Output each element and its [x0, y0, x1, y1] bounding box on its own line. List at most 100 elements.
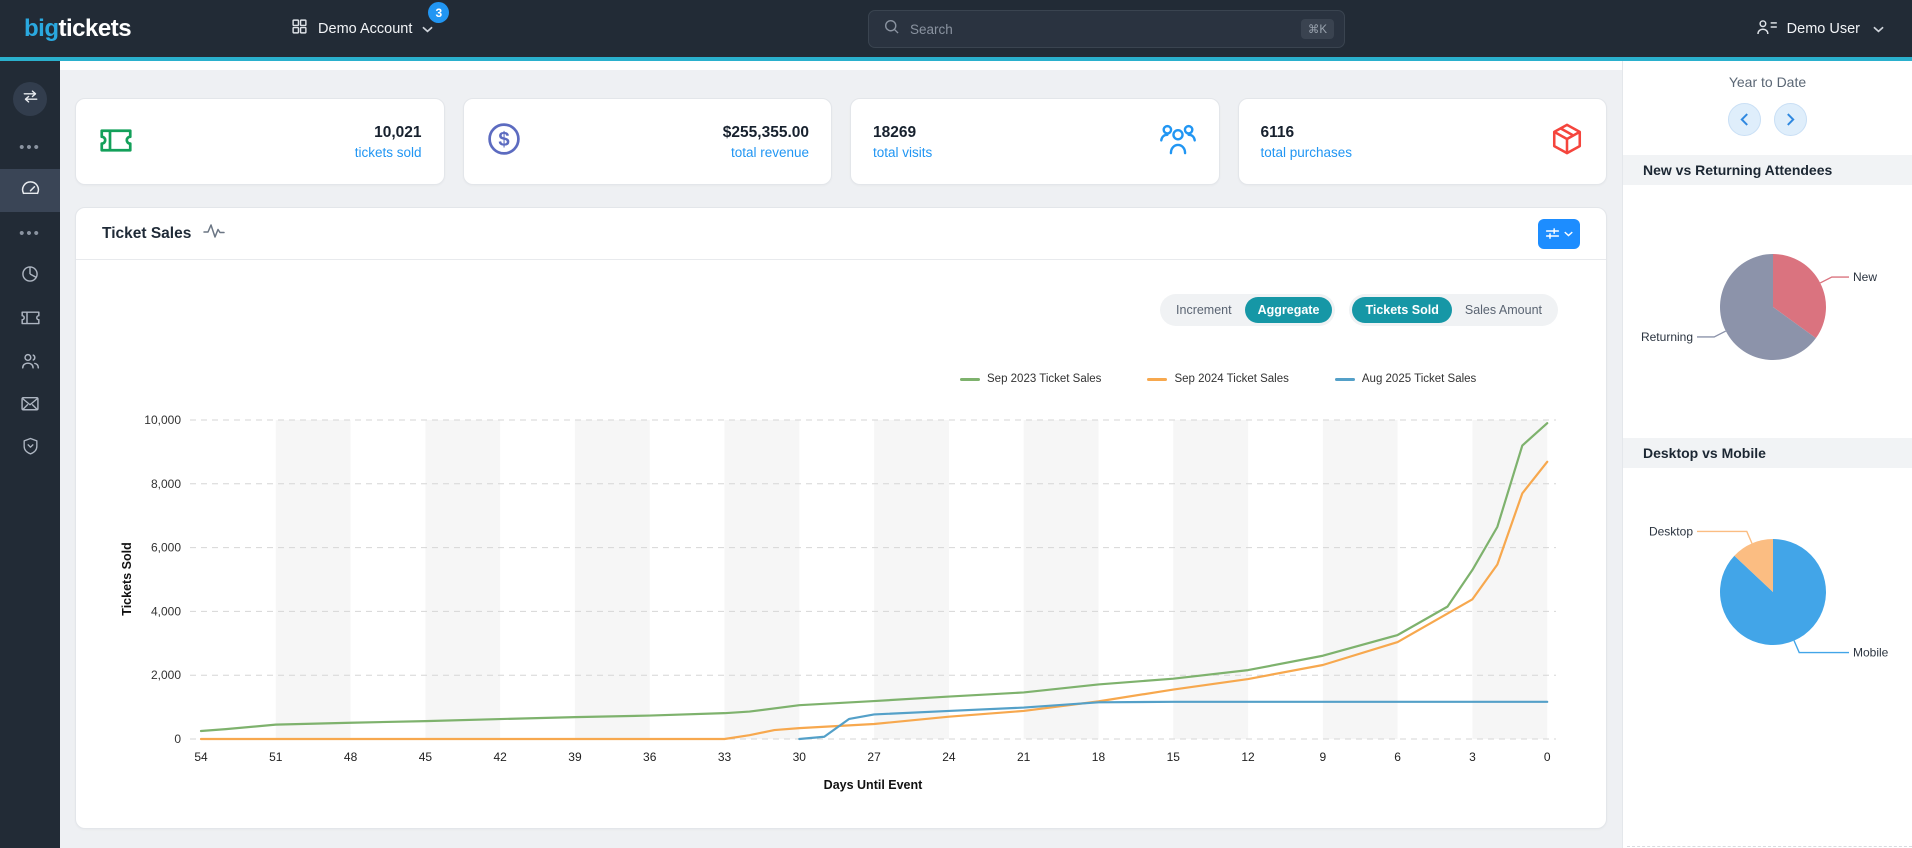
- sidebar-item-tickets[interactable]: [0, 298, 60, 341]
- search-input[interactable]: [910, 21, 1291, 37]
- top-white-strip: [60, 61, 1622, 70]
- search-icon: [883, 18, 900, 40]
- svg-text:Days Until Event: Days Until Event: [824, 778, 923, 792]
- panel-bottom-divider: [1627, 846, 1912, 847]
- right-panel: Year to Date New vs Returning Attendees …: [1622, 61, 1912, 848]
- stat-value: $255,355.00: [722, 123, 809, 141]
- period-label: Year to Date: [1728, 74, 1807, 90]
- sidebar-ellipsis-bottom[interactable]: •••: [0, 212, 60, 255]
- svg-text:48: 48: [344, 750, 358, 764]
- top-header: bigtickets Demo Account 3 ⌘K Demo User: [0, 0, 1912, 57]
- legend-item[interactable]: Aug 2025 Ticket Sales: [1334, 373, 1476, 385]
- chart-toggles: Increment Aggregate Tickets Sold Sales A…: [1160, 294, 1558, 326]
- chevron-right-icon: [1787, 113, 1795, 126]
- svg-text:45: 45: [419, 750, 433, 764]
- svg-text:Tickets Sold: Tickets Sold: [120, 542, 134, 615]
- legend-item[interactable]: Sep 2023 Ticket Sales: [960, 373, 1101, 385]
- ticket-sales-header: Ticket Sales: [76, 208, 1606, 260]
- toggle-option-tickets-sold[interactable]: Tickets Sold: [1352, 297, 1452, 323]
- toggle-option-sales-amount[interactable]: Sales Amount: [1464, 303, 1542, 317]
- sidebar-item-reports[interactable]: [0, 255, 60, 298]
- activity-pulse-icon: [203, 223, 226, 244]
- svg-text:33: 33: [718, 750, 732, 764]
- svg-text:2,000: 2,000: [151, 668, 181, 682]
- svg-text:27: 27: [867, 750, 881, 764]
- package-box-icon: [1550, 121, 1584, 162]
- left-sidebar: ••• •••: [0, 61, 60, 848]
- search-bar[interactable]: ⌘K: [868, 10, 1345, 48]
- svg-text:3: 3: [1469, 750, 1476, 764]
- sidebar-item-security[interactable]: [0, 427, 60, 470]
- svg-text:24: 24: [942, 750, 956, 764]
- notification-badge[interactable]: 3: [428, 2, 450, 23]
- shield-icon: [21, 436, 40, 461]
- svg-text:6,000: 6,000: [151, 541, 181, 555]
- ticket-icon: [20, 308, 41, 331]
- collapse-transfer-button[interactable]: [13, 82, 47, 116]
- stat-card-total-revenue: $ $255,355.00 total revenue: [462, 98, 832, 185]
- svg-text:12: 12: [1241, 750, 1255, 764]
- section-title-desktop-vs-mobile: Desktop vs Mobile: [1623, 438, 1912, 468]
- svg-text:42: 42: [493, 750, 507, 764]
- stat-value: 18269: [873, 123, 917, 141]
- stat-card-tickets-sold: 10,021 tickets sold: [75, 98, 445, 185]
- ellipsis-icon: •••: [19, 139, 41, 156]
- stat-card-total-purchases: 6116 total purchases: [1237, 98, 1607, 185]
- svg-text:18: 18: [1092, 750, 1106, 764]
- svg-text:Desktop: Desktop: [1649, 524, 1693, 538]
- stat-card-total-visits: 18269 total visits: [850, 98, 1220, 185]
- prev-period-button[interactable]: [1728, 103, 1761, 136]
- svg-text:0: 0: [174, 732, 181, 746]
- sidebar-item-attendees[interactable]: [0, 341, 60, 384]
- svg-text:9: 9: [1320, 750, 1327, 764]
- stat-label-link[interactable]: total revenue: [730, 144, 809, 160]
- stat-value: 10,021: [374, 123, 422, 141]
- logo[interactable]: bigtickets: [24, 14, 132, 43]
- desktop-vs-mobile-pie-chart: Mobile Desktop: [1649, 524, 1889, 660]
- user-menu[interactable]: Demo User: [1756, 18, 1884, 40]
- dollar-circle-icon: $: [486, 121, 522, 162]
- mail-icon: [20, 395, 40, 417]
- svg-text:39: 39: [568, 750, 582, 764]
- search-shortcut-kbd: ⌘K: [1300, 19, 1334, 39]
- next-period-button[interactable]: [1774, 103, 1807, 136]
- sidebar-item-dashboard[interactable]: [0, 169, 60, 212]
- stat-label-link[interactable]: total visits: [873, 144, 933, 160]
- teal-accent-bar: [0, 57, 1912, 61]
- toggle-ticketssold-salesamount: Tickets Sold Sales Amount: [1349, 294, 1558, 326]
- ticket-sales-card: Ticket Sales Increment Aggregate Tickets…: [75, 207, 1607, 829]
- sidebar-ellipsis-top[interactable]: •••: [0, 126, 60, 169]
- users-icon: [20, 351, 41, 375]
- toggle-option-increment[interactable]: Increment: [1176, 303, 1232, 317]
- ellipsis-icon: •••: [19, 225, 41, 242]
- svg-text:21: 21: [1017, 750, 1031, 764]
- new-vs-returning-pie-chart: New Returning: [1641, 254, 1877, 360]
- account-switcher[interactable]: Demo Account 3: [291, 2, 450, 39]
- toggle-option-aggregate[interactable]: Aggregate: [1244, 297, 1333, 323]
- pie-chart-icon: [20, 264, 40, 289]
- grid-icon: [291, 18, 308, 39]
- svg-text:54: 54: [194, 750, 208, 764]
- period-nav: [1623, 103, 1912, 136]
- sidebar-item-messages[interactable]: [0, 384, 60, 427]
- svg-text:10,000: 10,000: [144, 413, 181, 427]
- logo-part-tickets: tickets: [58, 14, 132, 42]
- chart-title: Ticket Sales: [102, 224, 192, 242]
- chevron-down-icon: [422, 21, 433, 37]
- dashboard-gauge-icon: [20, 178, 41, 204]
- svg-text:4,000: 4,000: [151, 604, 181, 618]
- svg-text:0: 0: [1544, 750, 1551, 764]
- svg-text:New: New: [1853, 270, 1877, 284]
- svg-text:Mobile: Mobile: [1853, 646, 1889, 660]
- chart-settings-button[interactable]: [1538, 218, 1580, 249]
- stat-label-link[interactable]: total purchases: [1260, 144, 1353, 160]
- stat-label-link[interactable]: tickets sold: [354, 144, 422, 160]
- svg-text:6: 6: [1394, 750, 1401, 764]
- svg-text:Returning: Returning: [1641, 330, 1693, 344]
- svg-text:51: 51: [269, 750, 283, 764]
- ticket-icon: [98, 124, 134, 159]
- main-content: 10,021 tickets sold $ $255,355.00 total …: [60, 61, 1622, 848]
- logo-part-big: big: [24, 14, 59, 42]
- legend-item[interactable]: Sep 2024 Ticket Sales: [1147, 373, 1289, 385]
